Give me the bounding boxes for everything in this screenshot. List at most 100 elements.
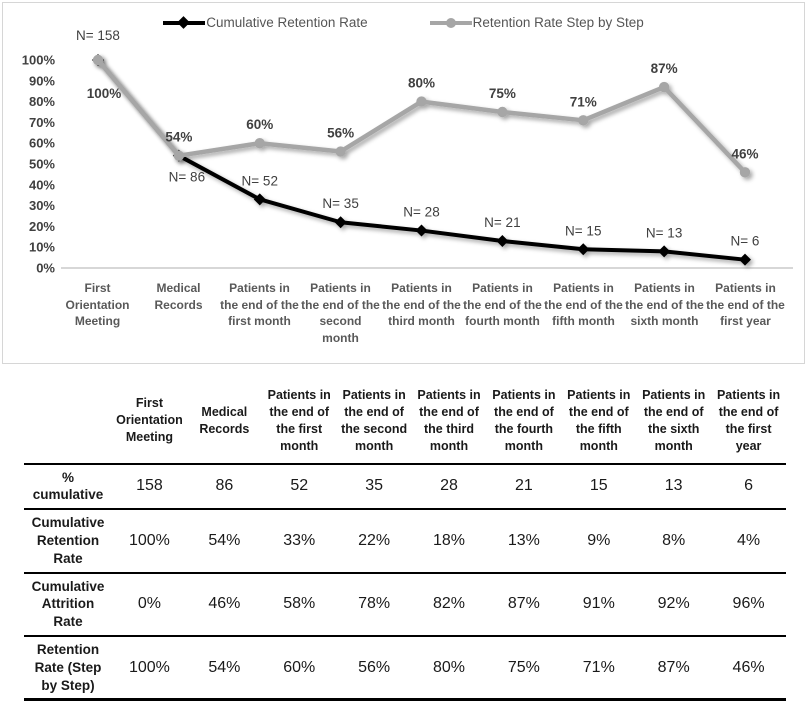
table-row: Cumulative Attrition Rate 0% 46% 58% 78% 82% 8… [24, 573, 787, 636]
y-tick-label: 60% [29, 136, 55, 151]
data-label: N= 28 [403, 205, 439, 220]
y-tick-label: 50% [29, 157, 55, 172]
table-cell: 0% [137, 595, 161, 613]
data-point-marker [658, 245, 671, 258]
table-cell: 82% [432, 595, 466, 613]
data-label: 54% [165, 130, 192, 145]
data-label: N= 6 [731, 234, 760, 249]
table-cell: 87% [507, 595, 540, 613]
table-cell: 13% [507, 531, 540, 549]
data-point-marker [416, 96, 427, 107]
data-label: N= 52 [242, 173, 278, 188]
table-cell: 22% [358, 531, 391, 549]
table-cell: 35 [365, 477, 384, 495]
column-header: Patients in the end of the third month [411, 379, 487, 465]
table-cell: 46% [208, 595, 241, 613]
retention-line-chart: Cumulative Retention Rate Retention Rate… [2, 2, 805, 364]
data-point-marker [92, 54, 104, 66]
table-cell: 96% [732, 595, 765, 613]
table-cell: 80% [432, 658, 466, 676]
data-point-marker [496, 234, 509, 247]
data-label: 75% [489, 86, 516, 101]
data-label: N= 15 [565, 223, 601, 238]
column-header: Patients in the end of the second month [336, 379, 412, 465]
plot-area: 0% 10% 20% 30% 40% 50% 60% 70% 80% 90% 100% N= 158 N… [22, 28, 793, 276]
y-tick-label: 100% [22, 53, 56, 68]
column-header: Patients in the end of the sixth month [636, 379, 712, 465]
table-cell: 158 [136, 477, 163, 495]
y-tick-label: 30% [29, 198, 55, 213]
table-row: % cumulative 158 86 52 35 28 21 15 13 6 [24, 464, 787, 510]
x-axis-category: Patients in the end of the first month [220, 281, 299, 329]
row-label: % cumulative [32, 469, 104, 503]
data-label: N= 35 [322, 196, 358, 211]
data-point-marker [415, 224, 428, 237]
column-header: Patients in the end of the first year [711, 379, 787, 465]
legend-item-cumulative-retention: Cumulative Retention Rate [163, 15, 368, 30]
table-cell: 60% [283, 658, 316, 676]
x-axis-category: Patients in the end of the second month [301, 281, 380, 345]
data-point-marker [578, 115, 589, 126]
data-label: 87% [651, 61, 678, 76]
step-retention-series [92, 54, 751, 178]
data-label: N= 86 [169, 170, 205, 185]
x-axis-labels: First Orientation Meeting Medical Records… [57, 280, 786, 346]
y-tick-label: 20% [29, 219, 55, 234]
table-cell: 91% [582, 595, 615, 613]
y-tick-label: 0% [36, 261, 55, 276]
table-cell: 52 [290, 477, 309, 495]
table-row: Cumulative Retention Rate 100% 54% 33% 22% 18… [24, 509, 787, 573]
legend-item-step-retention: Retention Rate Step by Step [429, 15, 644, 30]
table-cell: 87% [657, 658, 690, 676]
data-label: N= 21 [484, 215, 520, 230]
table-cell: 6 [744, 477, 754, 495]
row-label: Cumulative Retention Rate [31, 515, 105, 566]
data-label: 56% [327, 126, 354, 141]
legend-label: Retention Rate Step by Step [472, 15, 644, 30]
column-header: First Orientation Meeting [112, 379, 187, 465]
data-point-marker [497, 106, 508, 118]
data-point-marker [739, 167, 751, 178]
data-point-marker [739, 253, 751, 266]
y-tick-label: 10% [29, 240, 55, 255]
column-header: Patients in the end of the first month [261, 379, 337, 465]
column-header: Medical Records [186, 379, 262, 465]
table-cell: 92% [657, 595, 690, 613]
data-label: 80% [408, 76, 435, 91]
table-cell: 46% [732, 658, 765, 676]
chart-legend: Cumulative Retention Rate Retention Rate… [3, 15, 804, 30]
table-row: Retention Rate (Step by Step) 100% 54% 60% 5… [24, 636, 787, 700]
table-cell: 100% [128, 658, 170, 676]
table-cell: 56% [358, 658, 391, 676]
table-cell: 71% [582, 658, 615, 676]
table-cell: 13 [664, 477, 683, 495]
table-cell: 18% [432, 531, 466, 549]
legend-label: Cumulative Retention Rate [206, 15, 368, 30]
table-cell: 75% [507, 658, 540, 676]
data-label: 100% [87, 86, 122, 101]
table-cell: 100% [128, 531, 170, 549]
table-cell: 54% [208, 658, 241, 676]
x-axis-category: Patients in the end of the fourth month [463, 281, 542, 329]
data-point-marker [334, 216, 347, 229]
table-cell: 58% [283, 595, 316, 613]
x-axis-category: Medical Records [154, 281, 203, 312]
gray-line-circle-icon [429, 16, 472, 29]
row-label: Cumulative Attrition Rate [31, 578, 105, 630]
y-tick-label: 80% [29, 94, 55, 109]
table-cell: 78% [358, 595, 391, 613]
data-point-marker [253, 193, 266, 206]
table-cell: 33% [283, 531, 316, 549]
data-label: N= 158 [76, 28, 120, 43]
x-axis-category: First Orientation Meeting [65, 281, 130, 329]
table-cell: 8% [662, 531, 686, 549]
data-point-marker [658, 81, 670, 93]
data-point-marker [577, 243, 590, 256]
data-point-marker [335, 146, 346, 157]
x-axis-category: Patients in the end of the third month [382, 281, 461, 329]
table-corner-cell [24, 379, 112, 465]
data-label: 46% [731, 146, 758, 161]
y-tick-label: 40% [29, 177, 55, 192]
data-point-marker [254, 138, 265, 149]
